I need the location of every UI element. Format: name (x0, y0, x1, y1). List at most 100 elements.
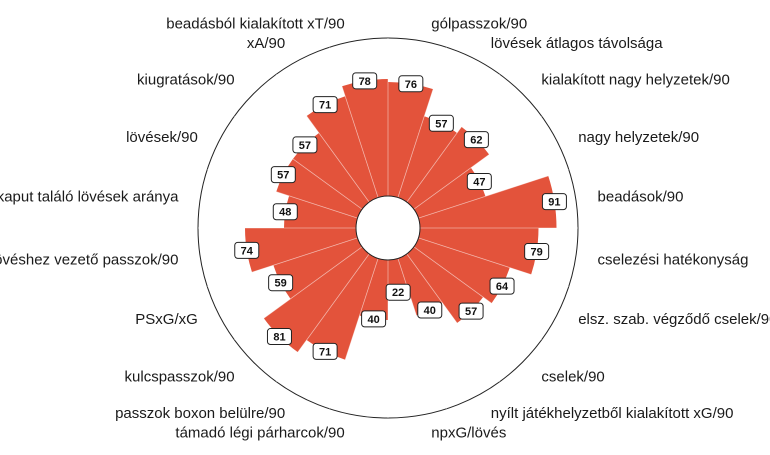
category-label-2: lövések átlagos távolsága (491, 35, 663, 52)
value-text: 40 (367, 314, 379, 326)
spokes (198, 38, 578, 418)
spoke-9 (406, 253, 501, 382)
spoke-5 (418, 168, 569, 219)
category-label-12: passzok boxon belülre/90 (115, 405, 285, 422)
value-text: 79 (531, 247, 543, 259)
value-label-16: 48 (272, 203, 298, 221)
value-box (234, 241, 260, 259)
value-box (312, 96, 338, 114)
value-text: 91 (548, 197, 560, 209)
value-box (428, 114, 454, 132)
value-label-8: 57 (458, 302, 484, 320)
spoke-4 (413, 115, 542, 210)
value-label-15: 74 (234, 241, 260, 259)
value-label-11: 40 (361, 310, 387, 328)
wedge-14 (273, 237, 363, 299)
category-label-3: kialakított nagy helyzetek/90 (541, 72, 729, 89)
value-box (385, 283, 411, 301)
value-text: 22 (392, 287, 404, 299)
value-box (266, 328, 292, 346)
category-label-18: kiugratások/90 (137, 72, 235, 89)
spoke-7 (418, 237, 569, 288)
value-label-18: 57 (292, 136, 318, 154)
spoke-8 (413, 246, 542, 341)
value-text: 76 (405, 79, 417, 91)
category-label-17: lövések/90 (126, 129, 198, 146)
value-label-2: 57 (428, 114, 454, 132)
spoke-18 (234, 115, 363, 210)
category-label-10: npxG/lövés (431, 425, 506, 442)
value-text: 78 (359, 76, 371, 88)
value-box (268, 274, 294, 292)
wedge-19 (306, 96, 379, 203)
spoke-15 (207, 237, 358, 288)
category-label-11: támadó légi párharcok/90 (175, 425, 344, 442)
value-label-20: 78 (352, 72, 378, 90)
value-label-12: 71 (312, 342, 338, 360)
wedge-15 (245, 228, 358, 273)
value-box (361, 310, 387, 328)
category-label-4: nagy helyzetek/90 (578, 129, 699, 146)
wedge-7 (413, 237, 510, 304)
value-label-7: 64 (489, 277, 515, 295)
value-box (270, 166, 296, 184)
value-label-5: 91 (541, 193, 567, 211)
category-label-20: beadásból kialakított xT/90 (166, 15, 344, 32)
spoke-17 (207, 168, 358, 219)
spoke-3 (406, 74, 501, 203)
value-text: 74 (241, 245, 254, 257)
spoke-2 (397, 47, 448, 198)
category-label-6: cselezési hatékonyság (598, 251, 749, 268)
value-text: 81 (273, 332, 285, 344)
value-box (458, 302, 484, 320)
value-box (489, 277, 515, 295)
value-text: 71 (319, 346, 331, 358)
spoke-13 (275, 253, 370, 382)
value-label-19: 71 (312, 96, 338, 114)
value-labels: 76 57 62 47 91 79 64 57 40 22 40 71 81 59 74 48 57 57 71 78 (234, 72, 567, 360)
value-label-9: 40 (417, 301, 443, 319)
wedge-16 (284, 195, 358, 228)
inner-hole (355, 195, 421, 261)
wedge-11 (359, 258, 388, 320)
value-text: 48 (279, 207, 291, 219)
value-label-17: 57 (270, 166, 296, 184)
value-box (398, 75, 424, 93)
value-box (466, 172, 492, 190)
category-label-9: nyílt játékhelyzetből kialakított xG/90 (491, 405, 734, 422)
spoke-12 (328, 258, 379, 409)
value-text: 47 (473, 176, 485, 188)
category-label-15: lövéshez vezető passzok/90 (0, 251, 178, 268)
value-text: 57 (465, 306, 477, 318)
wedge-20 (341, 79, 388, 198)
category-label-5: beadások/90 (598, 189, 684, 206)
spoke-19 (275, 74, 370, 203)
wedge-6 (418, 228, 539, 275)
value-label-4: 47 (466, 172, 492, 190)
spoke-10 (397, 258, 448, 409)
value-box (463, 131, 489, 149)
value-label-14: 59 (268, 274, 294, 292)
category-labels: gólpasszok/90 lövések átlagos távolsága ki… (0, 15, 770, 441)
category-label-7: elsz. szab. végződő cselek/90 (578, 311, 770, 328)
value-text: 59 (275, 278, 287, 290)
value-box (417, 301, 443, 319)
value-text: 57 (277, 170, 289, 182)
value-label-13: 81 (266, 328, 292, 346)
wedge-17 (276, 158, 363, 219)
value-box (312, 342, 338, 360)
wedge-5 (418, 175, 557, 228)
value-text: 62 (470, 135, 482, 147)
value-label-3: 62 (463, 131, 489, 149)
value-label-1: 76 (398, 75, 424, 93)
value-box (524, 243, 550, 261)
value-text: 57 (299, 140, 311, 152)
value-box (292, 136, 318, 154)
value-label-6: 79 (524, 243, 550, 261)
wedge-9 (397, 253, 443, 316)
value-box (541, 193, 567, 211)
value-box (352, 72, 378, 90)
category-label-14: PSxG/xG (135, 311, 198, 328)
wedge-2 (397, 116, 458, 203)
